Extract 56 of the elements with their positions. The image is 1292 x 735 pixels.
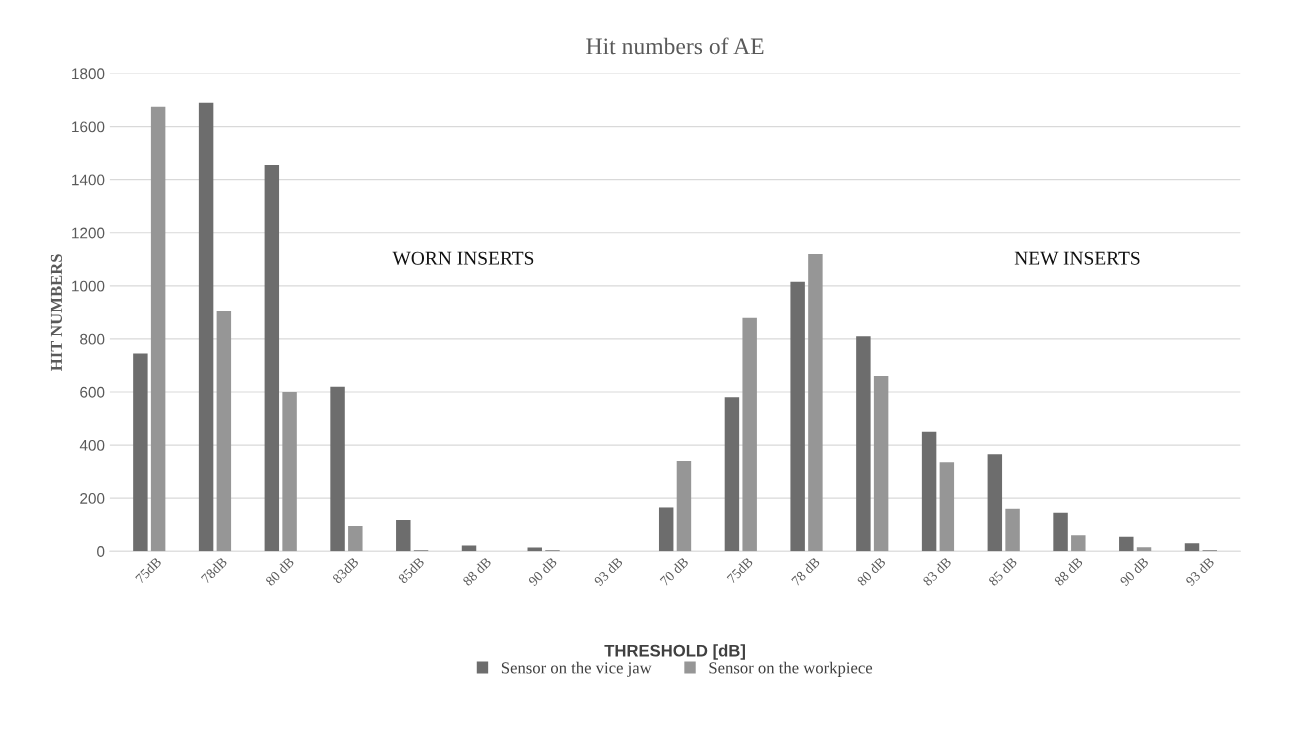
x-tick-label: 85 dB xyxy=(987,556,1018,587)
legend-label: Sensor on the workpiece xyxy=(709,661,873,677)
bar xyxy=(676,461,692,552)
y-tick-label: 0 xyxy=(97,546,105,557)
x-tick-label: 80 dB xyxy=(264,556,295,587)
y-tick-label: 1800 xyxy=(72,68,105,80)
bar xyxy=(658,507,674,552)
x-tick-label: 90 dB xyxy=(527,556,558,587)
bar xyxy=(921,431,937,552)
bar xyxy=(1005,508,1020,552)
bar xyxy=(461,545,477,552)
bar xyxy=(1119,536,1134,552)
bar xyxy=(348,526,363,552)
bar xyxy=(1184,543,1200,552)
bar xyxy=(396,519,411,552)
x-tick-label: 88 dB xyxy=(1053,556,1084,587)
bar xyxy=(873,376,889,552)
y-tick-label: 800 xyxy=(80,333,105,345)
bar xyxy=(724,397,740,552)
chart-title: Hit numbers of AE xyxy=(586,37,764,55)
bar xyxy=(1053,512,1068,552)
y-tick-label: 1400 xyxy=(72,174,105,186)
bar xyxy=(150,106,166,552)
x-tick-label: 80 dB xyxy=(856,556,887,587)
x-tick-label: 78 dB xyxy=(790,556,821,587)
bar xyxy=(330,386,345,552)
y-tick-label: 600 xyxy=(80,386,105,398)
bar xyxy=(939,462,955,552)
bar xyxy=(216,311,232,552)
x-tick-label: 83 dB xyxy=(922,556,952,587)
y-tick-label: 1200 xyxy=(72,227,105,239)
x-tick-label: 90 dB xyxy=(1119,556,1149,587)
bar xyxy=(1071,535,1086,552)
x-tick-label: 93 dB xyxy=(593,556,624,587)
bar xyxy=(987,454,1003,552)
x-axis-title: THRESHOLD [dB] xyxy=(604,644,745,660)
bar xyxy=(282,392,297,552)
annotation: NEW INSERTS xyxy=(1014,251,1140,265)
bar xyxy=(133,353,148,552)
bar xyxy=(264,165,280,552)
x-tick-label: 93 dB xyxy=(1184,556,1215,587)
annotation: WORN INSERTS xyxy=(392,251,534,265)
bar xyxy=(1136,547,1152,552)
legend-label: Sensor on the vice jaw xyxy=(501,661,652,677)
x-tick-label: 70 dB xyxy=(659,556,689,587)
bar xyxy=(198,102,214,552)
bar xyxy=(742,317,757,552)
y-tick-label: 1600 xyxy=(72,121,105,133)
y-tick-label: 400 xyxy=(79,439,105,451)
x-tick-label: 88 dB xyxy=(461,556,492,587)
bar xyxy=(808,253,823,552)
y-tick-label: 200 xyxy=(80,493,105,504)
bar xyxy=(790,281,805,552)
bar xyxy=(856,336,871,552)
y-axis-title: HIT NUMBERS xyxy=(50,254,63,371)
y-tick-label: 1000 xyxy=(72,280,105,292)
